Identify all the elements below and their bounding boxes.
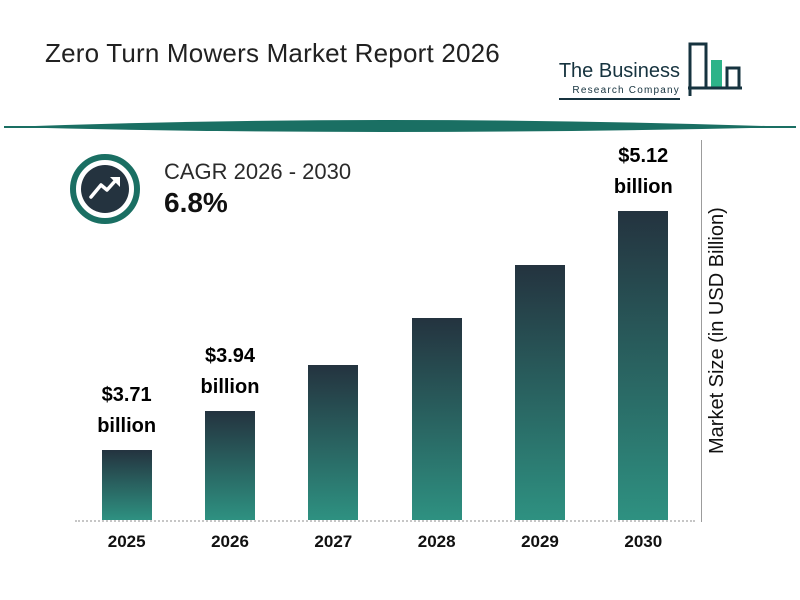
cagr-value: 6.8% [164,187,228,218]
bar-slot-2030: $5.12 billion [592,140,695,520]
bar-2025 [101,450,152,520]
plot-area: $3.71 billion $3.94 billion $5.12 billion [75,140,695,522]
bar-2027 [308,365,359,520]
company-name-line1: The Business [558,60,680,82]
x-tick-2030: 2030 [624,532,663,551]
bar-2028 [411,318,462,520]
bar-slot-2028 [385,140,488,520]
bar-slot-2025: $3.71 billion [75,140,178,520]
bar-slot-2027 [282,140,385,520]
company-logo: The Business Research Company [558,34,748,100]
x-tick-2026: 2026 [211,532,249,551]
company-name-line2: Research Company [572,85,680,96]
bar-2030 [618,211,669,520]
page-title: Zero Turn Mowers Market Report 2026 [45,38,500,68]
x-axis: 2025 2026 2027 2028 2029 2030 [75,532,695,552]
logo-bar-chart-icon [688,42,742,96]
x-tick-2029: 2029 [521,532,559,551]
divider [4,120,796,132]
company-logo-text: The Business Research Company [558,60,680,100]
trend-up-icon [70,154,140,224]
bar-value-label-2030: $5.12 billion [613,145,673,198]
bar-value-label-2025: $3.71 billion [97,384,157,437]
bar-2026 [204,411,255,520]
cagr-label: CAGR 2026 - 2030 [164,159,352,184]
right-axis-line [701,140,702,522]
cagr-text: CAGR 2026 - 2030 6.8% [164,159,351,219]
bar-slot-2029 [488,140,591,520]
x-tick-2025: 2025 [107,532,146,551]
x-tick-2028: 2028 [417,532,456,551]
bar-value-label-2026: $3.94 billion [200,345,260,398]
cagr-badge: CAGR 2026 - 2030 6.8% [68,152,351,226]
bar-slot-2026: $3.94 billion [178,140,281,520]
bar-2029 [514,265,565,520]
x-tick-2027: 2027 [314,532,353,551]
y-axis-label: Market Size (in USD Billion) [706,207,728,455]
